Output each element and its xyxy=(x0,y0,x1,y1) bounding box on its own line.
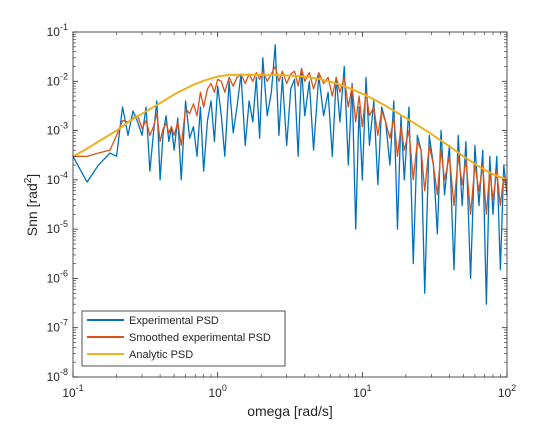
y-tick-base: 10 xyxy=(47,222,61,236)
y-tick-exponent: -1 xyxy=(60,22,68,32)
y-axis-label-close: ] xyxy=(24,174,40,178)
y-tick-label: 10-5 xyxy=(47,219,68,236)
y-tick-exponent: -6 xyxy=(60,268,68,278)
y-tick-base: 10 xyxy=(47,25,61,39)
x-tick-exponent: 0 xyxy=(222,383,227,393)
y-tick-exponent: -2 xyxy=(60,71,68,81)
x-tick-base: 10 xyxy=(498,386,512,400)
y-tick-label: 10-4 xyxy=(47,170,68,187)
x-tick-exponent: 2 xyxy=(511,383,516,393)
y-tick-label: 10-2 xyxy=(47,71,68,88)
y-tick-label: 10-6 xyxy=(47,268,68,285)
y-tick-base: 10 xyxy=(47,370,61,384)
y-tick-exponent: -7 xyxy=(60,318,68,328)
y-tick-base: 10 xyxy=(47,124,61,138)
y-tick-label: 10-8 xyxy=(47,367,68,384)
x-tick-label: 10-1 xyxy=(62,383,83,400)
x-tick-label: 102 xyxy=(498,383,516,400)
y-tick-label: 10-1 xyxy=(47,22,68,39)
x-tick-base: 10 xyxy=(208,386,222,400)
x-tick-label: 100 xyxy=(208,383,226,400)
legend: Experimental PSD Smoothed experimental P… xyxy=(82,311,285,366)
x-tick-label: 101 xyxy=(353,383,371,400)
y-axis-label-main: Snn [rad xyxy=(24,183,40,236)
y-tick-base: 10 xyxy=(47,173,61,187)
y-tick-exponent: -5 xyxy=(60,219,68,229)
legend-label-smoothed: Smoothed experimental PSD xyxy=(129,332,271,344)
x-tick-base: 10 xyxy=(353,386,367,400)
y-tick-base: 10 xyxy=(47,321,61,335)
legend-label-analytic: Analytic PSD xyxy=(129,349,193,361)
y-tick-exponent: -8 xyxy=(60,367,68,377)
x-tick-base: 10 xyxy=(62,386,76,400)
y-axis-label: Snn [rad2] xyxy=(23,174,40,236)
y-tick-label: 10-7 xyxy=(47,318,68,335)
x-tick-exponent: 1 xyxy=(367,383,372,393)
y-tick-exponent: -3 xyxy=(60,121,68,131)
y-tick-label: 10-3 xyxy=(47,121,68,138)
y-tick-base: 10 xyxy=(47,74,61,88)
y-tick-exponent: -4 xyxy=(60,170,68,180)
x-tick-exponent: -1 xyxy=(76,383,84,393)
legend-label-experimental: Experimental PSD xyxy=(129,315,219,327)
x-axis-label: omega [rad/s] xyxy=(247,403,333,419)
y-tick-base: 10 xyxy=(47,271,61,285)
